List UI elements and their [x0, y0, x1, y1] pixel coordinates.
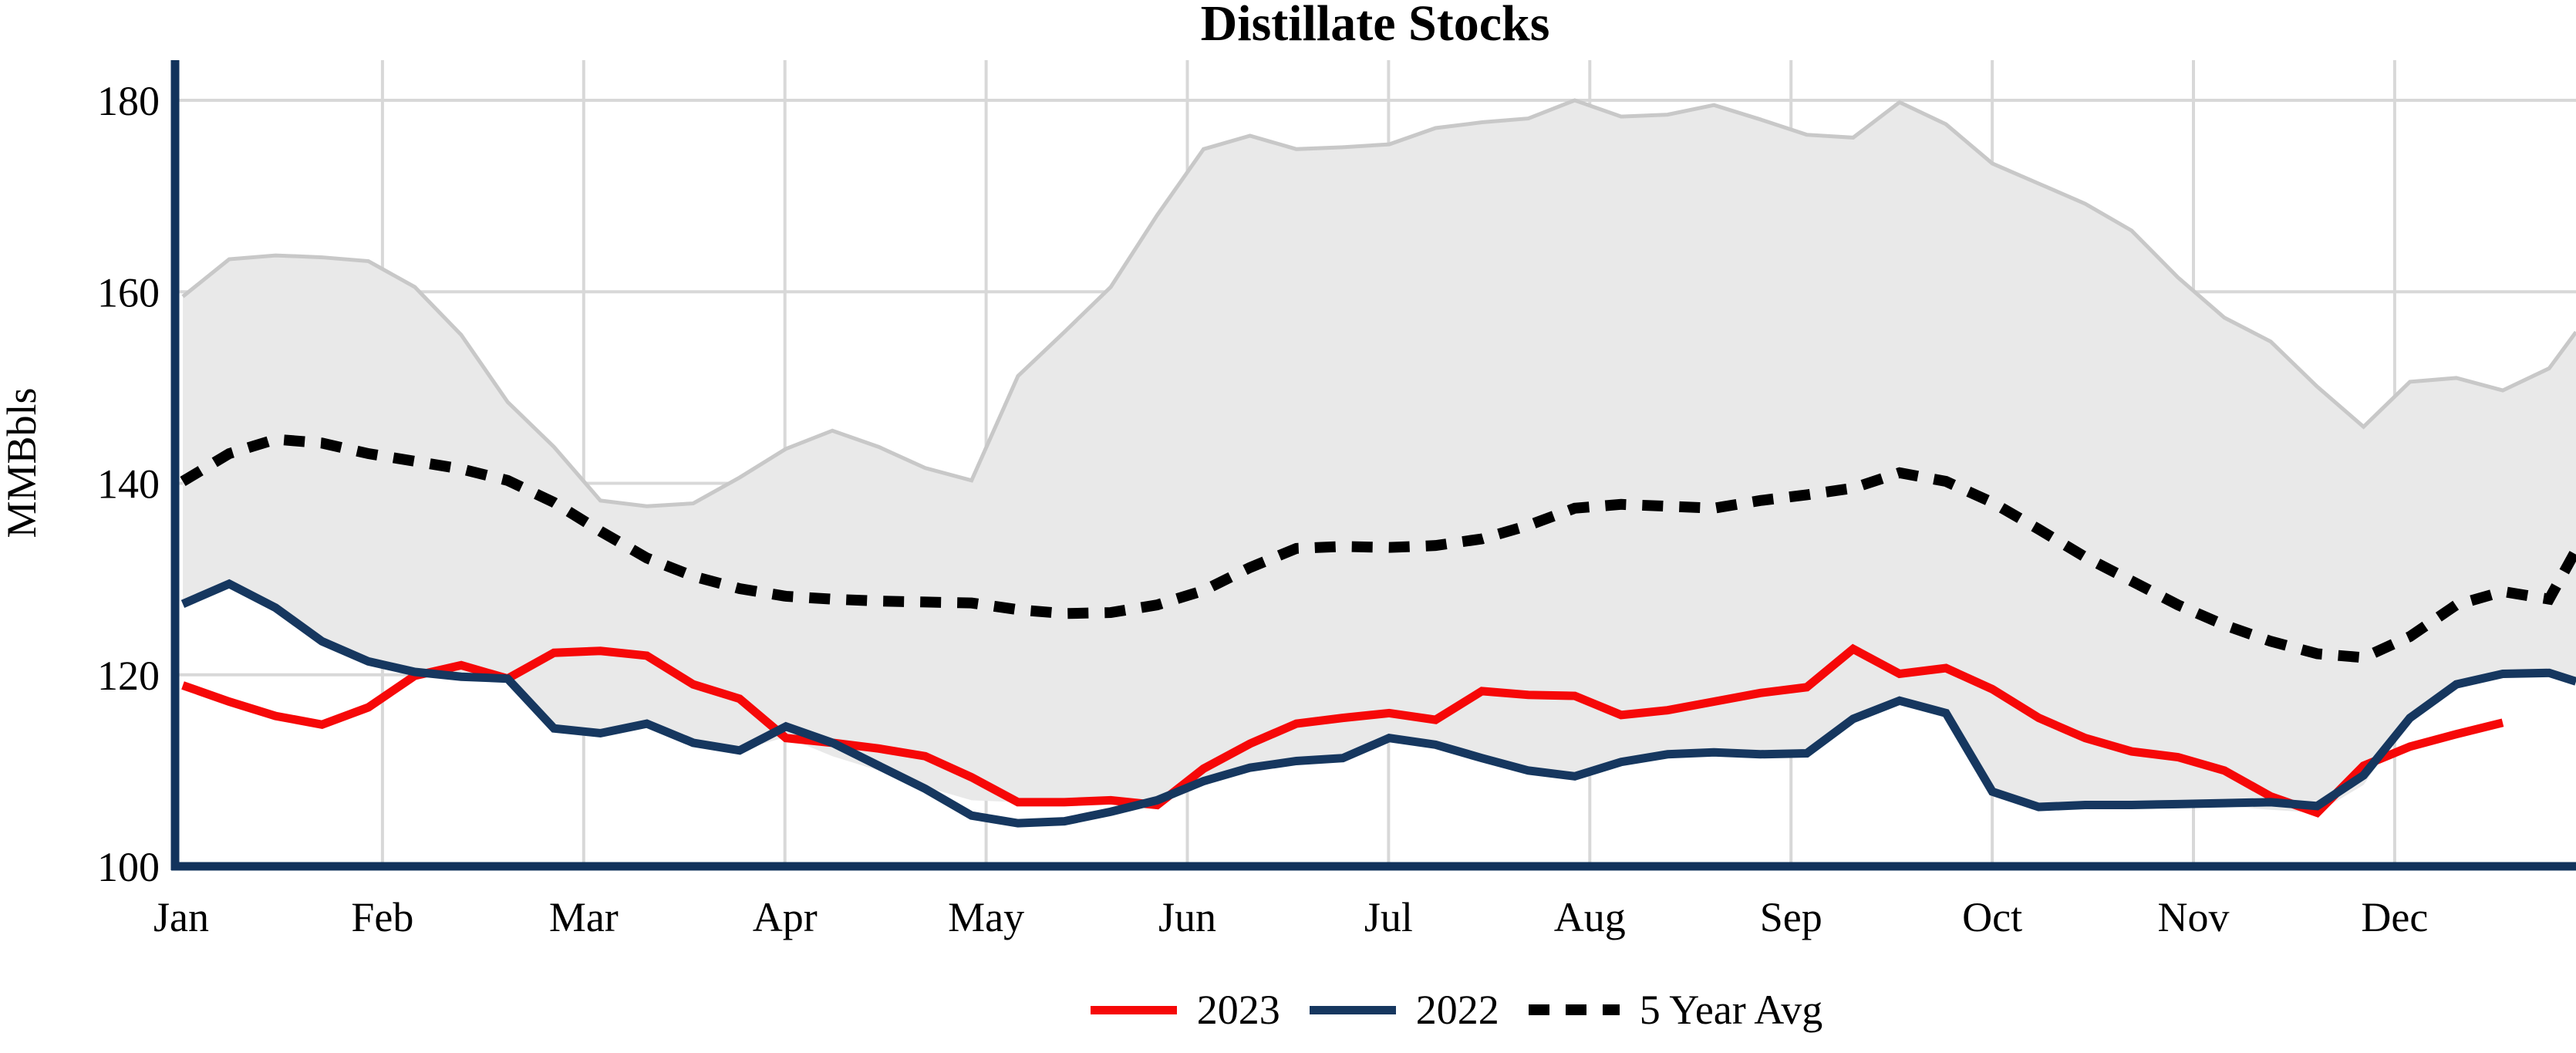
- x-tick-Sep: Sep: [1760, 894, 1822, 940]
- x-tick-May: May: [948, 894, 1024, 940]
- x-tick-Mar: Mar: [549, 894, 619, 940]
- data-series-lines: [180, 434, 2576, 828]
- y-tick-120: 120: [97, 653, 160, 699]
- legend-item-5yr-avg: 5 Year Avg: [1528, 987, 1823, 1033]
- y-tick-160: 160: [97, 269, 160, 316]
- x-tick-labels: Jan Feb Mar Apr May Jun Jul Aug Sep Oct Nov Dec: [153, 894, 2428, 940]
- legend-swatch-5yr-avg: [1528, 1004, 1620, 1015]
- y-tick-140: 140: [97, 461, 160, 508]
- y-axis-label: MMBbls: [0, 387, 45, 538]
- x-tick-Oct: Oct: [1962, 894, 2022, 940]
- y-tick-180: 180: [97, 78, 160, 124]
- x-tick-Nov: Nov: [2158, 894, 2230, 940]
- y-tick-100: 100: [97, 844, 160, 890]
- series-line-5-year-avg: [180, 434, 2576, 663]
- series-line-2022: [180, 579, 2576, 828]
- x-tick-Apr: Apr: [753, 894, 818, 940]
- chart-title: Distillate Stocks: [1201, 0, 1550, 52]
- series-line-2023: [181, 643, 2504, 818]
- legend-label-5yr-avg: 5 Year Avg: [1639, 987, 1823, 1033]
- x-tick-Jan: Jan: [153, 894, 209, 940]
- legend-label-2023: 2023: [1196, 987, 1280, 1033]
- y-tick-labels: 100 120 140 160 180: [97, 78, 160, 890]
- legend-swatch-2023: [1090, 1005, 1177, 1014]
- legend: 2023 2022 5 Year Avg: [256, 989, 2576, 1031]
- legend-item-2022: 2022: [1309, 987, 1499, 1033]
- legend-label-2022: 2022: [1415, 987, 1499, 1033]
- x-tick-Aug: Aug: [1554, 894, 1626, 940]
- x-tick-Dec: Dec: [2361, 894, 2428, 940]
- x-tick-Jul: Jul: [1364, 894, 1413, 940]
- legend-item-2023: 2023: [1090, 987, 1280, 1033]
- legend-swatch-2022: [1309, 1005, 1396, 1014]
- x-tick-Jun: Jun: [1158, 894, 1216, 940]
- x-tick-Feb: Feb: [351, 894, 413, 940]
- five-year-range-band: [183, 100, 2576, 813]
- five-year-range-max-line: [181, 98, 2576, 508]
